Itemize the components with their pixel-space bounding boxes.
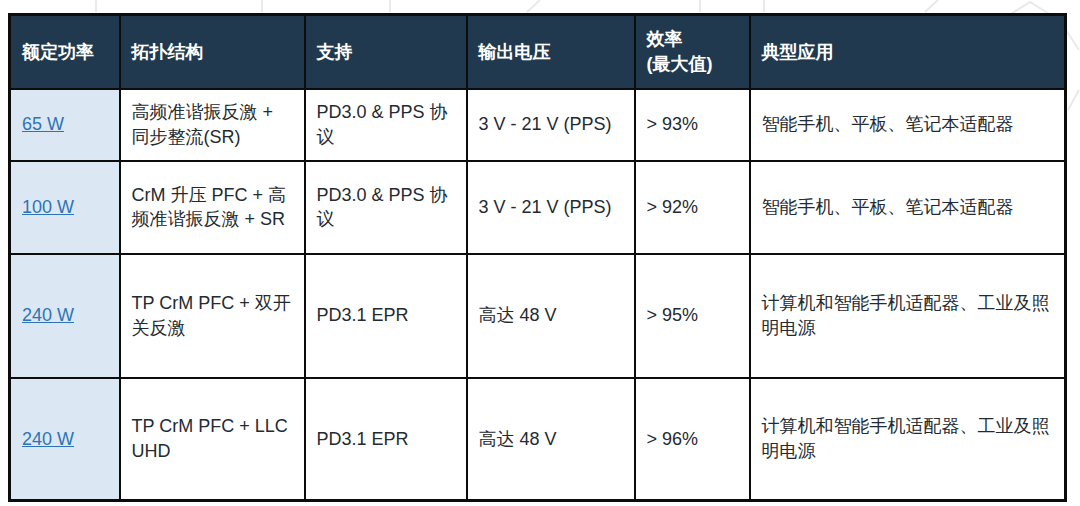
- power-link-65w[interactable]: 65 W: [22, 114, 64, 134]
- cell-support: PD3.0 & PPS 协议: [305, 161, 467, 254]
- table-row: 65 W 高频准谐振反激 + 同步整流(SR) PD3.0 & PPS 协议 3…: [10, 89, 1066, 161]
- page: 额定功率 拓扑结构 支持 输出电压 效率 (最大值) 典型应用 65 W 高频准…: [0, 0, 1080, 506]
- table-row: 100 W CrM 升压 PFC + 高频准谐振反激 + SR PD3.0 & …: [10, 161, 1066, 254]
- cell-typical-applications: 计算机和智能手机适配器、工业及照明电源: [750, 254, 1066, 378]
- power-link-240w-llc-uhd[interactable]: 240 W: [22, 429, 74, 449]
- table-row: 240 W TP CrM PFC + 双开关反激 PD3.1 EPR 高达 48…: [10, 254, 1066, 378]
- cell-efficiency: > 93%: [635, 89, 750, 161]
- power-link-100w[interactable]: 100 W: [22, 197, 74, 217]
- cell-typical-applications: 计算机和智能手机适配器、工业及照明电源: [750, 378, 1066, 501]
- cell-typical-applications: 智能手机、平板、笔记本适配器: [750, 161, 1066, 254]
- cell-topology: 高频准谐振反激 + 同步整流(SR): [120, 89, 305, 161]
- cell-topology: CrM 升压 PFC + 高频准谐振反激 + SR: [120, 161, 305, 254]
- cell-typical-applications: 智能手机、平板、笔记本适配器: [750, 89, 1066, 161]
- col-header-topology: 拓扑结构: [120, 15, 305, 89]
- table-row: 240 W TP CrM PFC + LLC UHD PD3.1 EPR 高达 …: [10, 378, 1066, 501]
- table-header-row: 额定功率 拓扑结构 支持 输出电压 效率 (最大值) 典型应用: [10, 15, 1066, 89]
- cell-support: PD3.1 EPR: [305, 254, 467, 378]
- col-header-output-voltage: 输出电压: [467, 15, 635, 89]
- cell-output-voltage: 高达 48 V: [467, 378, 635, 501]
- col-header-efficiency-line1: 效率: [647, 29, 683, 49]
- col-header-typical-applications: 典型应用: [750, 15, 1066, 89]
- cell-support: PD3.1 EPR: [305, 378, 467, 501]
- cell-output-voltage: 高达 48 V: [467, 254, 635, 378]
- cell-power: 240 W: [10, 254, 120, 378]
- cell-topology: TP CrM PFC + LLC UHD: [120, 378, 305, 501]
- power-link-240w-dual-switch[interactable]: 240 W: [22, 305, 74, 325]
- cell-efficiency: > 92%: [635, 161, 750, 254]
- col-header-rated-power: 额定功率: [10, 15, 120, 89]
- cell-power: 240 W: [10, 378, 120, 501]
- cell-efficiency: > 95%: [635, 254, 750, 378]
- cell-efficiency: > 96%: [635, 378, 750, 501]
- cell-output-voltage: 3 V - 21 V (PPS): [467, 161, 635, 254]
- col-header-efficiency: 效率 (最大值): [635, 15, 750, 89]
- cell-power: 65 W: [10, 89, 120, 161]
- power-adapter-spec-table: 额定功率 拓扑结构 支持 输出电压 效率 (最大值) 典型应用 65 W 高频准…: [8, 13, 1067, 502]
- col-header-efficiency-line2: (最大值): [647, 52, 738, 76]
- cell-power: 100 W: [10, 161, 120, 254]
- cell-support: PD3.0 & PPS 协议: [305, 89, 467, 161]
- cell-topology: TP CrM PFC + 双开关反激: [120, 254, 305, 378]
- col-header-support: 支持: [305, 15, 467, 89]
- cell-output-voltage: 3 V - 21 V (PPS): [467, 89, 635, 161]
